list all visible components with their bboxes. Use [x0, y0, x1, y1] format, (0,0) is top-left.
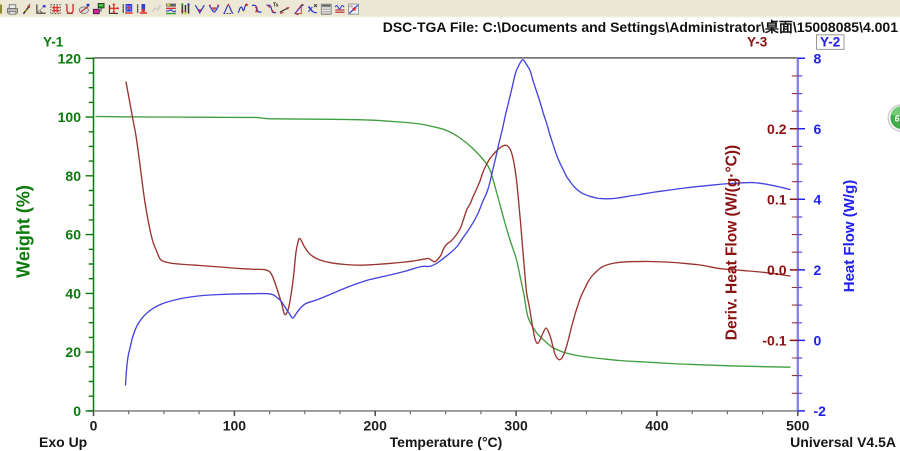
- svg-text:200: 200: [364, 418, 388, 434]
- svg-text:120: 120: [58, 50, 82, 66]
- svg-text:60: 60: [65, 227, 81, 243]
- svg-text:DSC-TGA File: C:\Documents and: DSC-TGA File: C:\Documents and Settings\…: [383, 19, 898, 35]
- svg-text:Exo Up: Exo Up: [39, 434, 87, 450]
- svg-text:4: 4: [814, 191, 822, 207]
- svg-text:Y-3: Y-3: [747, 34, 768, 49]
- svg-text:Temperature (°C): Temperature (°C): [390, 434, 503, 450]
- svg-text:Ts: Ts: [273, 2, 279, 8]
- svg-text:300: 300: [504, 418, 528, 434]
- svg-text:500: 500: [786, 418, 810, 434]
- svg-text:400: 400: [645, 418, 669, 434]
- svg-text:20: 20: [65, 344, 81, 360]
- svg-text:Weight (%): Weight (%): [14, 185, 34, 278]
- svg-text:6: 6: [814, 121, 822, 137]
- svg-text:0.2: 0.2: [767, 121, 787, 137]
- svg-text:40: 40: [65, 286, 81, 302]
- svg-text:0: 0: [814, 333, 822, 349]
- svg-text:-0.1: -0.1: [762, 333, 786, 349]
- svg-text:Deriv. Heat Flow (W/(g·°C)): Deriv. Heat Flow (W/(g·°C)): [724, 145, 741, 340]
- svg-text:-2: -2: [814, 403, 827, 419]
- svg-text:2: 2: [814, 262, 822, 278]
- svg-text:100: 100: [58, 109, 82, 125]
- svg-text:0.1: 0.1: [767, 191, 787, 207]
- svg-text:100: 100: [223, 418, 247, 434]
- svg-text:67: 67: [894, 114, 900, 124]
- svg-text:0: 0: [73, 403, 81, 419]
- svg-text:0: 0: [90, 418, 98, 434]
- svg-text:0.0: 0.0: [767, 262, 787, 278]
- svg-text:8: 8: [814, 50, 822, 66]
- svg-text:Y-1: Y-1: [43, 34, 64, 49]
- svg-text:Heat Flow (W/g): Heat Flow (W/g): [841, 180, 858, 293]
- svg-text:80: 80: [65, 168, 81, 184]
- svg-text:Universal V4.5A: Universal V4.5A: [790, 434, 896, 450]
- svg-text:Y-2: Y-2: [820, 34, 840, 49]
